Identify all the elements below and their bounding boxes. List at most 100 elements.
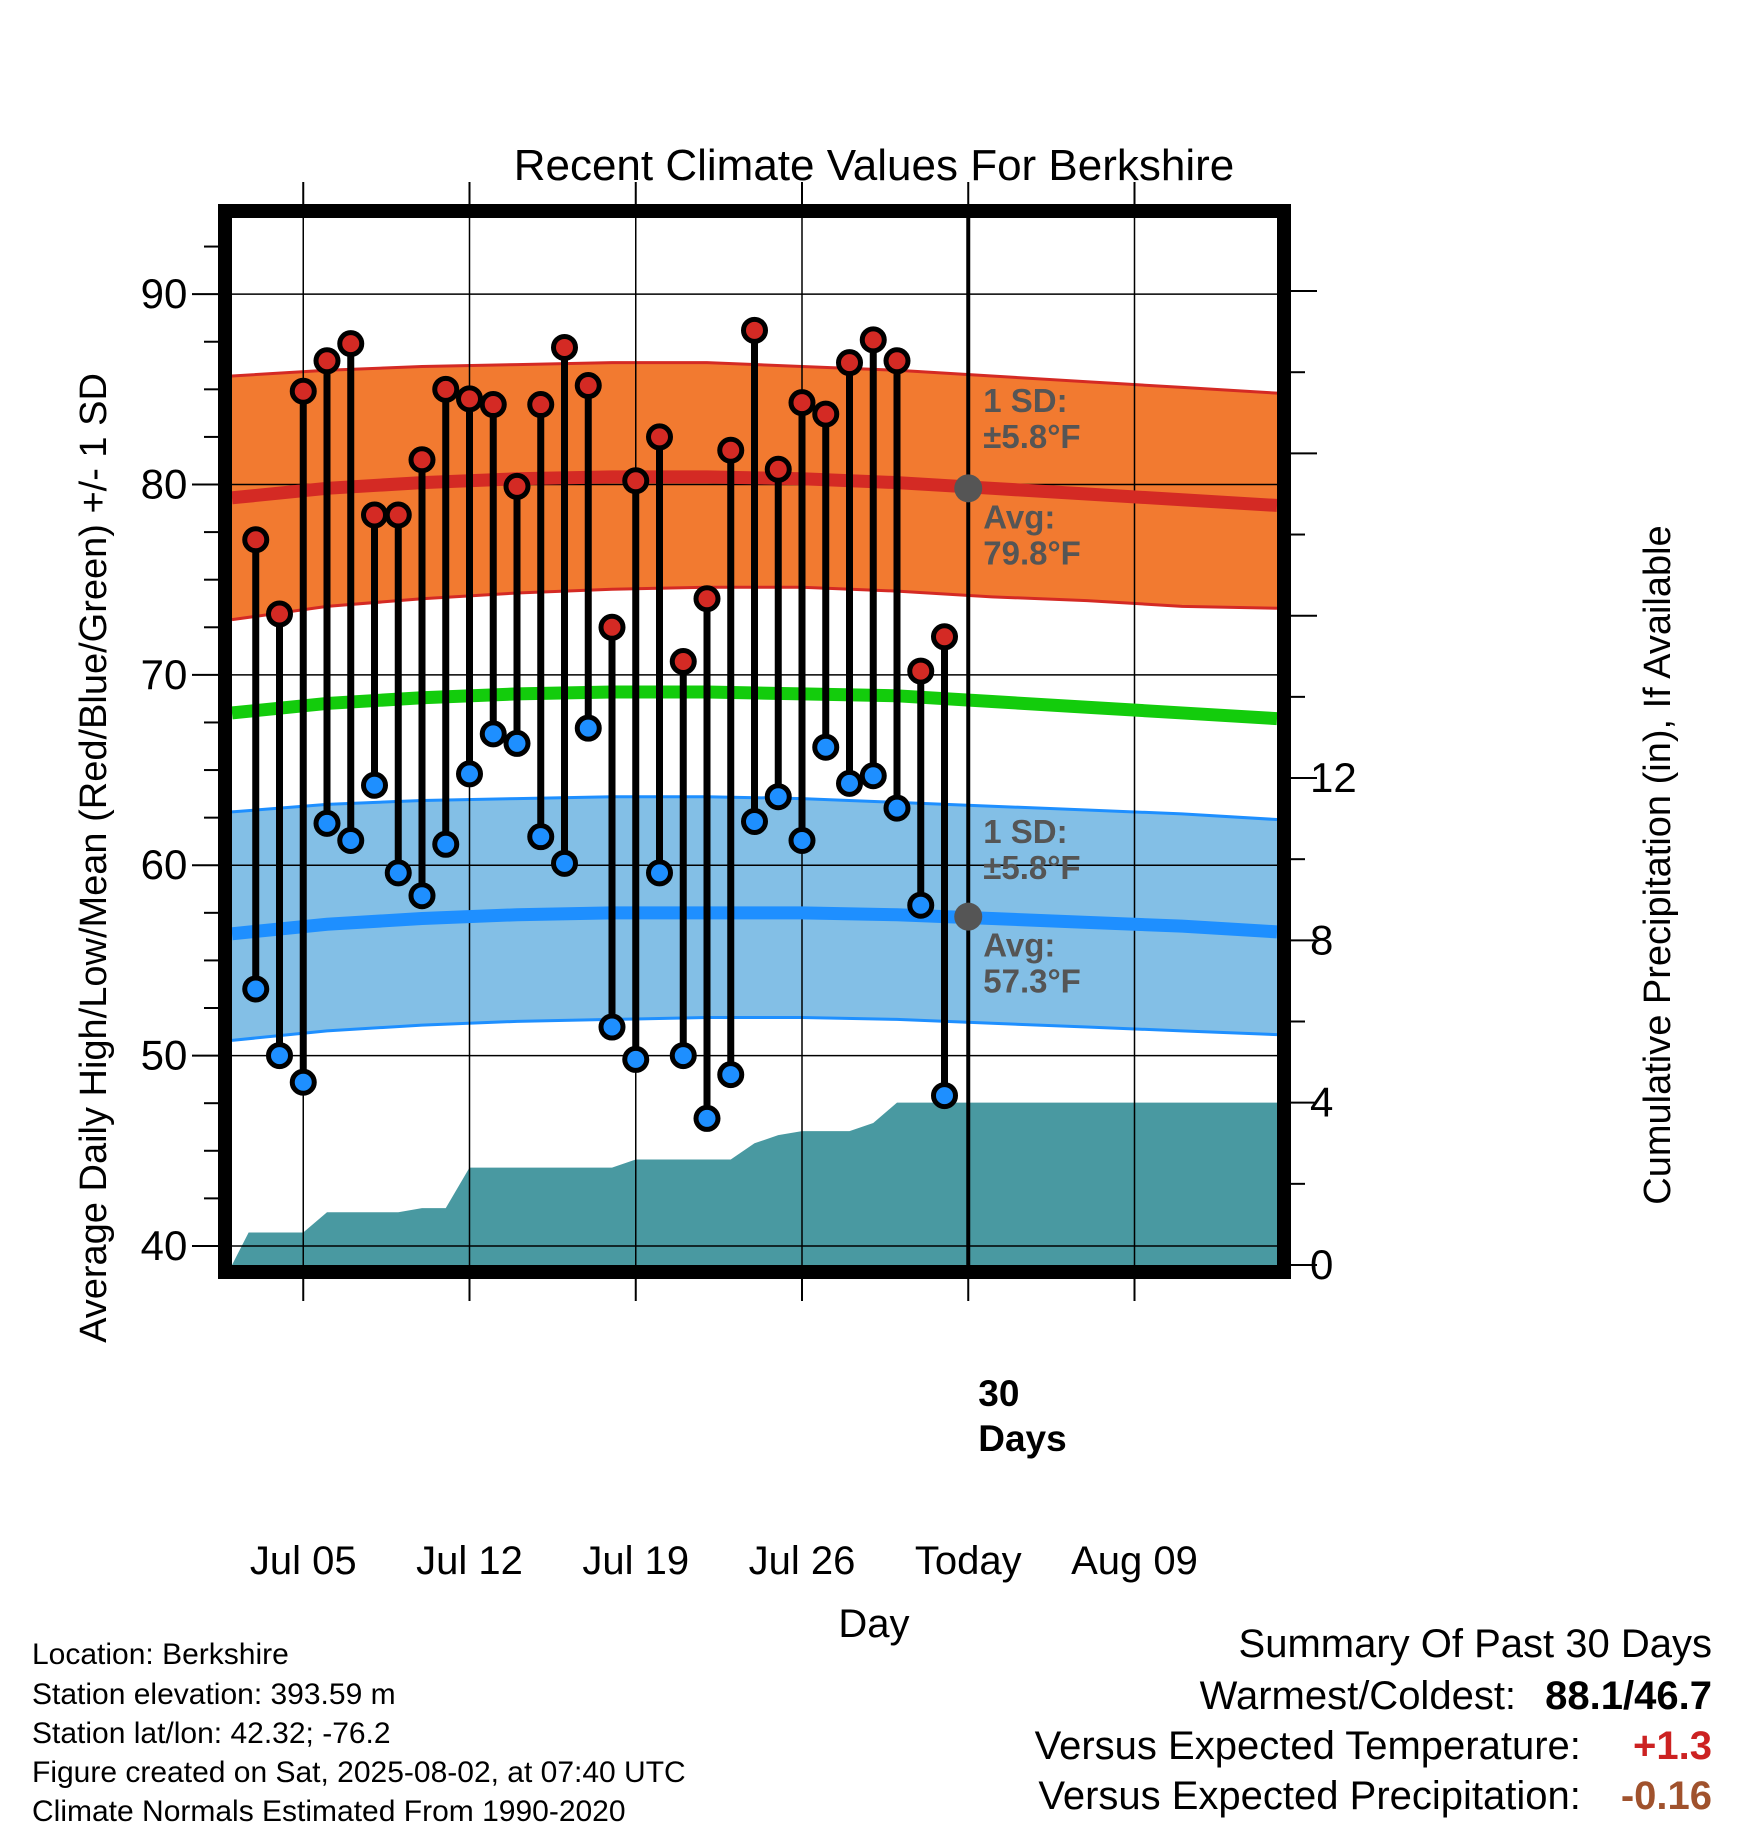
daily-high-point [408, 446, 436, 474]
annotation-high-sd: ±5.8°F [983, 418, 1080, 455]
daily-low-point [384, 859, 412, 887]
info-location: Location: Berkshire [32, 1638, 289, 1671]
x-tick-label: Aug 09 [1071, 1539, 1198, 1583]
daily-high-point [479, 391, 507, 419]
chart-title: Recent Climate Values For Berkshire [514, 141, 1235, 190]
x-tick-label: Jul 19 [582, 1539, 689, 1583]
daily-high-point [527, 391, 555, 419]
daily-low-point [931, 1082, 958, 1110]
daily-high-point [289, 377, 317, 405]
daily-high-point [931, 623, 958, 651]
daily-low-point [479, 720, 507, 748]
y-axis-label: Average Daily High/Low/Mean (Red/Blue/Gr… [73, 373, 115, 1343]
info-created: Figure created on Sat, 2025-08-02, at 07… [32, 1756, 686, 1789]
y-tick-label: 60 [141, 841, 188, 888]
daily-high-point [551, 333, 578, 361]
today-high-avg-marker [954, 474, 983, 503]
daily-low-point [551, 849, 578, 877]
daily-high-point [384, 501, 412, 529]
summary-precip-label: Versus Expected Precipitation: [1038, 1774, 1581, 1818]
summary-temp: Versus Expected Temperature: +1.3 [1035, 1726, 1712, 1766]
daily-low-point [622, 1045, 650, 1073]
annotation-high-sd: 1 SD: [983, 382, 1067, 419]
daily-low-point [598, 1013, 626, 1041]
x-tick-label: Today [915, 1539, 1022, 1583]
daily-low-point [289, 1068, 317, 1096]
y-tick-label: 80 [141, 461, 188, 508]
x-tick-label: Jul 26 [749, 1539, 856, 1583]
daily-low-point [812, 733, 840, 761]
info-normals: Climate Normals Estimated From 1990-2020 [32, 1795, 626, 1828]
daily-low-point [764, 783, 792, 811]
daily-high-point [432, 375, 460, 403]
summary-warmest-coldest: Warmest/Coldest: 88.1/46.7 [1200, 1676, 1712, 1716]
daily-low-point [266, 1042, 293, 1070]
daily-low-point [242, 975, 270, 1003]
daily-low-point [456, 760, 483, 788]
daily-high-point [883, 347, 911, 375]
x-axis-label: Day [838, 1602, 909, 1646]
x-tick-label: Jul 05 [250, 1539, 357, 1583]
y-right-tick-label: 8 [1310, 916, 1333, 963]
daily-high-point [646, 423, 673, 451]
summary-precip-value: -0.16 [1620, 1774, 1712, 1818]
daily-high-point [907, 657, 935, 685]
summary-temp-value: +1.3 [1633, 1724, 1712, 1768]
y-tick-label: 70 [141, 651, 188, 698]
annotation-low-sd: 1 SD: [983, 813, 1067, 850]
info-latlon: Station lat/lon: 42.32; -76.2 [32, 1717, 391, 1750]
annotation-low-avg: Avg: [983, 927, 1055, 964]
daily-low-point [527, 823, 555, 851]
daily-low-point [741, 807, 768, 835]
low-sd-lower-line [232, 1016, 1277, 1042]
info-elevation: Station elevation: 393.59 m [32, 1678, 396, 1711]
daily-high-point [266, 600, 293, 628]
low-avg-line [232, 906, 1277, 941]
daily-high-point [456, 385, 483, 413]
summary-precip: Versus Expected Precipitation: -0.16 [1038, 1776, 1712, 1816]
today-low-avg-marker [954, 902, 983, 931]
y-right-tick-label: 0 [1310, 1241, 1333, 1288]
y-tick-label: 40 [141, 1222, 188, 1269]
daily-low-point [432, 830, 460, 858]
summary-warmest-coldest-label: Warmest/Coldest: [1199, 1674, 1517, 1718]
daily-low-point [717, 1061, 745, 1089]
daily-low-point [646, 859, 673, 887]
daily-high-point [337, 330, 365, 358]
y-right-tick-label: 12 [1310, 754, 1357, 801]
y-tick-label: 90 [141, 270, 188, 317]
x-tick-label: Jul 12 [416, 1539, 523, 1583]
annotation-days: 30 [978, 1373, 1019, 1414]
plot-frame [218, 204, 1291, 1279]
daily-high-point [574, 372, 602, 400]
daily-low-point [788, 826, 816, 854]
daily-low-point [337, 826, 365, 854]
daily-high-point [313, 347, 341, 375]
annotation-days: Days [978, 1418, 1066, 1459]
daily-high-point [741, 316, 768, 344]
daily-high-point [242, 526, 270, 554]
daily-low-point [907, 891, 935, 919]
daily-low-point [669, 1042, 697, 1070]
daily-low-point [361, 771, 388, 799]
summary-warmest-coldest-value: 88.1/46.7 [1545, 1674, 1712, 1718]
daily-high-point [693, 585, 721, 613]
daily-low-point [574, 714, 602, 742]
daily-high-point [764, 455, 792, 483]
daily-low-point [836, 769, 863, 797]
precipitation-area [232, 1102, 1277, 1265]
daily-low-point [859, 762, 887, 790]
daily-high-point [717, 436, 745, 464]
annotation-low-sd: ±5.8°F [983, 849, 1080, 886]
annotation-high-avg: Avg: [983, 498, 1055, 535]
daily-high-point [669, 648, 697, 676]
annotation-high-avg: 79.8°F [983, 534, 1081, 571]
y-right-tick-label: 4 [1310, 1079, 1333, 1126]
daily-high-point [598, 613, 626, 641]
summary-temp-label: Versus Expected Temperature: [1034, 1724, 1581, 1768]
daily-low-point [503, 729, 531, 757]
daily-low-point [883, 794, 911, 822]
daily-high-point [361, 501, 388, 529]
daily-high-point [788, 389, 816, 417]
